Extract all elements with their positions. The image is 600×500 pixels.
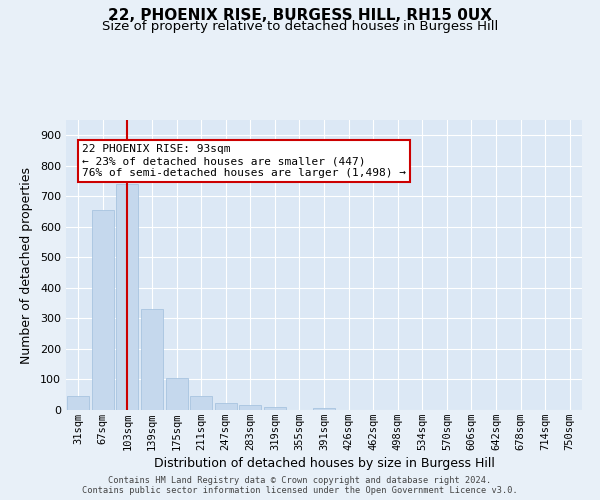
Text: Size of property relative to detached houses in Burgess Hill: Size of property relative to detached ho… — [102, 20, 498, 33]
Bar — [92, 210, 114, 410]
Bar — [239, 406, 262, 410]
X-axis label: Distribution of detached houses by size in Burgess Hill: Distribution of detached houses by size … — [154, 457, 494, 470]
Bar — [141, 310, 163, 410]
Text: 22 PHOENIX RISE: 93sqm
← 23% of detached houses are smaller (447)
76% of semi-de: 22 PHOENIX RISE: 93sqm ← 23% of detached… — [82, 144, 406, 178]
Bar — [215, 404, 237, 410]
Text: 22, PHOENIX RISE, BURGESS HILL, RH15 0UX: 22, PHOENIX RISE, BURGESS HILL, RH15 0UX — [108, 8, 492, 22]
Y-axis label: Number of detached properties: Number of detached properties — [20, 166, 33, 364]
Text: Contains public sector information licensed under the Open Government Licence v3: Contains public sector information licen… — [82, 486, 518, 495]
Bar — [264, 407, 286, 410]
Text: Contains HM Land Registry data © Crown copyright and database right 2024.: Contains HM Land Registry data © Crown c… — [109, 476, 491, 485]
Bar — [116, 184, 139, 410]
Bar — [166, 378, 188, 410]
Bar — [313, 408, 335, 410]
Bar — [190, 396, 212, 410]
Bar — [67, 396, 89, 410]
